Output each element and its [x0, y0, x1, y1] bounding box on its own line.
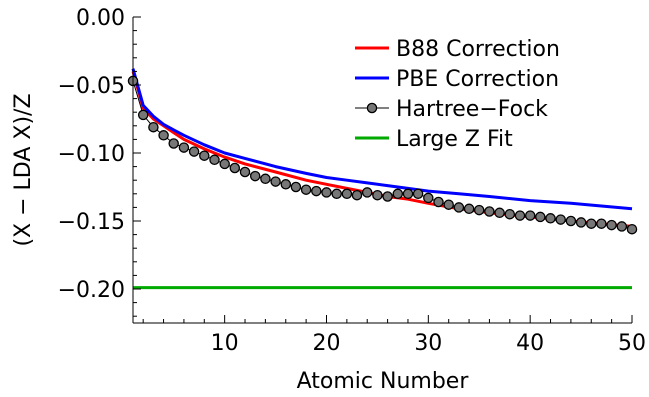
data-point-hartree-fock	[219, 158, 230, 170]
data-point-hartree-fock	[209, 154, 220, 166]
data-point-hartree-fock	[484, 206, 495, 217]
data-point-hartree-fock	[423, 192, 434, 204]
data-point-hartree-fock	[565, 215, 577, 227]
data-point-hartree-fock	[504, 208, 516, 220]
legend-label-b88-correction: B88 Correction	[396, 37, 560, 62]
axes: 10 20 30 40 50 0.00 −0.05 −0.10 −0.15 −0.20	[58, 6, 646, 356]
x-tick-label: 10	[211, 331, 239, 356]
x-tick-label: 40	[516, 331, 544, 356]
data-point-hartree-fock	[148, 121, 159, 133]
x-tick-label: 50	[618, 331, 646, 356]
data-point-hartree-fock	[586, 218, 597, 229]
data-point-hartree-fock	[443, 199, 454, 210]
data-point-hartree-fock	[331, 188, 342, 200]
data-point-hartree-fock	[300, 184, 312, 195]
data-point-hartree-fock	[402, 188, 414, 200]
data-point-hartree-fock	[311, 185, 322, 197]
legend-marker-hartree-fock	[366, 102, 378, 114]
data-point-hartree-fock	[351, 189, 363, 201]
data-point-hartree-fock	[372, 189, 383, 201]
y-axis-label: (X − LDA X)/Z	[11, 93, 36, 246]
data-point-hartree-fock	[555, 214, 566, 225]
x-tick-label: 30	[414, 331, 442, 356]
legend: B88 Correction PBE Correction Hartree−Fock…	[355, 37, 560, 152]
data-point-hartree-fock	[575, 217, 587, 228]
data-point-hartree-fock	[229, 162, 241, 174]
data-point-hartree-fock	[524, 210, 536, 221]
data-point-hartree-fock	[158, 130, 169, 141]
data-point-hartree-fock	[168, 138, 179, 149]
data-point-hartree-fock	[280, 179, 292, 190]
data-point-hartree-fock	[494, 207, 505, 219]
data-point-hartree-fock	[616, 221, 628, 232]
y-tick-label: −0.10	[58, 142, 125, 167]
y-tick-label: −0.05	[58, 74, 125, 99]
data-point-hartree-fock	[596, 218, 607, 229]
data-point-hartree-fock	[626, 223, 638, 235]
data-point-hartree-fock	[392, 188, 404, 200]
data-point-hartree-fock	[606, 219, 617, 231]
data-point-hartree-fock	[249, 170, 261, 182]
data-point-hartree-fock	[260, 173, 271, 185]
data-point-hartree-fock	[188, 146, 200, 157]
data-point-hartree-fock	[382, 191, 393, 202]
data-point-hartree-fock	[137, 109, 149, 121]
data-point-hartree-fock	[514, 210, 526, 221]
data-point-hartree-fock	[341, 188, 353, 200]
y-tick-label: −0.15	[58, 210, 125, 235]
data-point-hartree-fock	[545, 213, 556, 224]
x-axis-label: Atomic Number	[297, 369, 470, 394]
data-point-hartree-fock	[453, 202, 465, 213]
data-point-hartree-fock	[239, 166, 251, 178]
x-tick-label: 20	[312, 331, 340, 356]
data-point-hartree-fock	[463, 203, 475, 215]
y-tick-label: −0.20	[58, 278, 125, 303]
y-tick-label: 0.00	[76, 6, 125, 31]
data-point-hartree-fock	[473, 204, 485, 216]
data-point-hartree-fock	[270, 176, 281, 187]
data-point-hartree-fock	[290, 181, 302, 193]
data-point-hartree-fock	[321, 187, 332, 198]
legend-label-hartree-fock: Hartree−Fock	[396, 97, 548, 122]
data-point-hartree-fock	[199, 150, 210, 161]
data-point-hartree-fock	[433, 196, 444, 208]
series-line-pbe-correction	[131, 68, 633, 211]
data-point-hartree-fock	[412, 188, 424, 200]
plot-lines	[127, 68, 638, 290]
data-point-hartree-fock	[535, 211, 546, 223]
legend-label-large-z-fit: Large Z Fit	[396, 127, 513, 152]
data-point-hartree-fock	[361, 187, 373, 198]
data-point-hartree-fock	[178, 142, 190, 153]
legend-label-pbe-correction: PBE Correction	[396, 67, 559, 92]
